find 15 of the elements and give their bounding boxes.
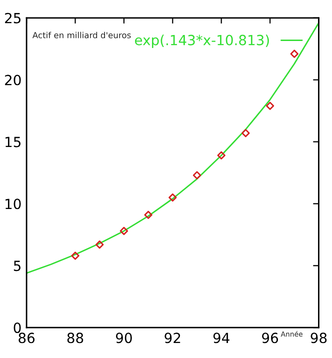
y-tick-label: 15 (6, 136, 20, 148)
y-tick-label: 5 (14, 260, 20, 272)
x-tick-label: 88 (67, 332, 84, 344)
x-tick-label: 90 (116, 332, 132, 344)
y-tick-label: 0 (14, 322, 21, 334)
x-tick-label: 98 (310, 332, 327, 344)
y-tick-label: 10 (6, 198, 21, 210)
y-tick-label: 25 (5, 12, 20, 24)
y-tick-label: 20 (5, 74, 21, 86)
x-tick-label: 96 (262, 332, 278, 344)
x-tick-label: 94 (213, 332, 230, 344)
x-tick-label: 92 (164, 332, 180, 344)
x-tick-label: 86 (18, 332, 35, 344)
y-axis-title: Actif en milliard d'euros (32, 32, 131, 38)
legend-label: exp(.143*x-10.813) (135, 34, 269, 48)
